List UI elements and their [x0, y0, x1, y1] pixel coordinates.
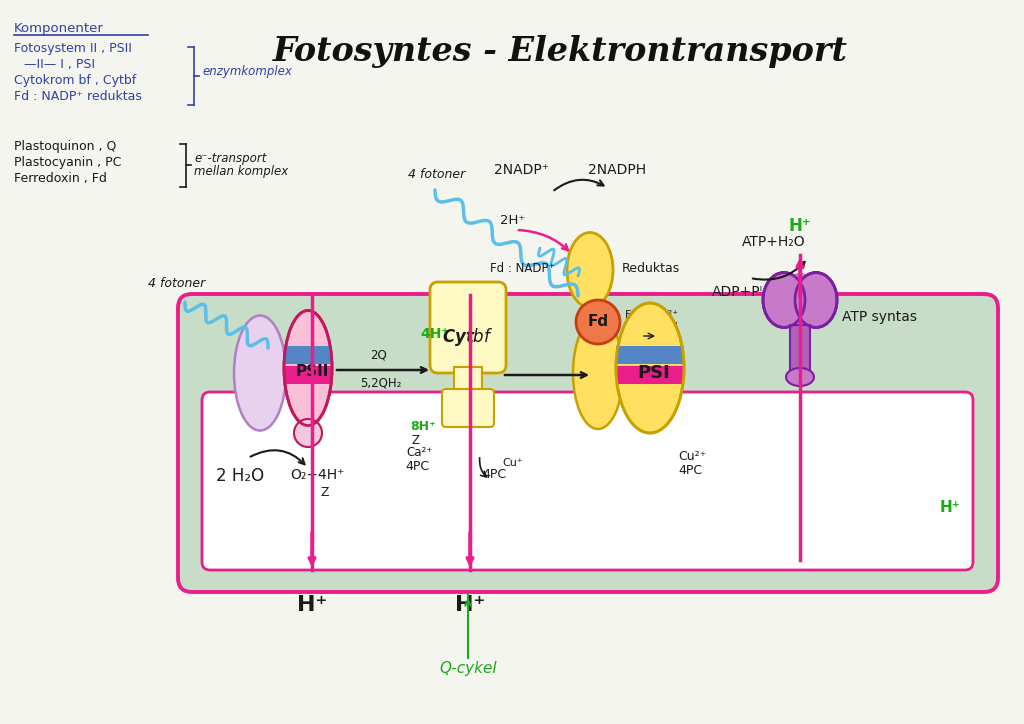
Bar — [616, 346, 684, 364]
Text: e⁻-transport: e⁻-transport — [194, 152, 266, 165]
Text: Cu⁺: Cu⁺ — [502, 458, 522, 468]
Bar — [454, 367, 482, 395]
Text: mellan komplex: mellan komplex — [194, 165, 288, 178]
Text: 4 fotoner: 4 fotoner — [148, 277, 205, 290]
Text: Cu²⁺: Cu²⁺ — [678, 450, 707, 463]
Ellipse shape — [786, 368, 814, 386]
Text: Q-cykel: Q-cykel — [439, 660, 497, 675]
Text: 2NADP⁺: 2NADP⁺ — [494, 163, 549, 177]
Text: 5,2QH₂: 5,2QH₂ — [360, 377, 401, 390]
Text: Komponenter: Komponenter — [14, 22, 103, 35]
Text: 4PC: 4PC — [406, 460, 429, 473]
Text: Cytokrom bf , Cytbf: Cytokrom bf , Cytbf — [14, 74, 136, 87]
Text: 4H⁺: 4H⁺ — [420, 327, 449, 341]
Text: Fotosyntes - Elektrontransport: Fotosyntes - Elektrontransport — [272, 35, 848, 69]
Ellipse shape — [785, 272, 815, 327]
Bar — [284, 346, 332, 364]
Circle shape — [575, 300, 620, 344]
Ellipse shape — [616, 303, 684, 433]
Text: Reduktas: Reduktas — [622, 261, 680, 274]
Text: Plastocyanin , PC: Plastocyanin , PC — [14, 156, 122, 169]
Text: O₂+4H⁺: O₂+4H⁺ — [290, 468, 344, 482]
Text: 8H⁺: 8H⁺ — [410, 419, 435, 432]
Text: H⁺: H⁺ — [455, 595, 485, 615]
FancyBboxPatch shape — [178, 294, 998, 592]
Text: 4Fd: 4Fd — [626, 321, 649, 334]
Bar — [790, 325, 810, 373]
Ellipse shape — [567, 232, 613, 308]
Text: Fe³⁺  Fe²⁺: Fe³⁺ Fe²⁺ — [625, 310, 678, 320]
Text: Fd : NADP⁺ reduktas: Fd : NADP⁺ reduktas — [14, 90, 142, 103]
Bar — [616, 366, 684, 384]
Text: 4PC: 4PC — [678, 463, 702, 476]
Text: Fd : NADP⁺: Fd : NADP⁺ — [490, 261, 555, 274]
Text: Cyt$bf$: Cyt$bf$ — [442, 326, 494, 348]
Text: 4PC: 4PC — [482, 468, 506, 481]
FancyBboxPatch shape — [430, 282, 506, 373]
FancyBboxPatch shape — [202, 392, 973, 570]
Text: 2NADPH: 2NADPH — [588, 163, 646, 177]
Text: Plastoquinon , Q: Plastoquinon , Q — [14, 140, 117, 153]
Text: enzymkomplex: enzymkomplex — [202, 65, 292, 78]
Circle shape — [294, 419, 322, 447]
Ellipse shape — [234, 316, 286, 431]
Text: Fotosystem II , PSII: Fotosystem II , PSII — [14, 42, 132, 55]
Bar — [284, 366, 332, 384]
Text: 2H⁺: 2H⁺ — [500, 214, 525, 227]
Text: 4 fotoner: 4 fotoner — [408, 168, 465, 181]
Text: ATP+H₂O: ATP+H₂O — [742, 235, 806, 249]
Text: ADP+Pᴵ: ADP+Pᴵ — [712, 285, 763, 299]
Text: PSII: PSII — [295, 364, 329, 379]
Text: —II— I , PSI: —II— I , PSI — [24, 58, 95, 71]
Text: Ca²⁺: Ca²⁺ — [406, 445, 432, 458]
Text: 4Fd: 4Fd — [655, 321, 678, 334]
Text: 2 H₂O: 2 H₂O — [216, 467, 264, 485]
Ellipse shape — [573, 317, 623, 429]
Text: ATP syntas: ATP syntas — [842, 310, 918, 324]
Text: H⁺: H⁺ — [297, 595, 327, 615]
Ellipse shape — [795, 272, 837, 327]
Text: Fd: Fd — [588, 314, 608, 329]
Text: Ferredoxin , Fd: Ferredoxin , Fd — [14, 172, 106, 185]
Text: Z: Z — [412, 434, 420, 447]
Text: H⁺: H⁺ — [939, 500, 961, 515]
Text: PSI: PSI — [638, 364, 671, 382]
Text: 2Q: 2Q — [370, 348, 387, 361]
FancyBboxPatch shape — [442, 389, 494, 427]
Text: H⁺: H⁺ — [788, 217, 811, 235]
Ellipse shape — [763, 272, 805, 327]
Text: Z: Z — [321, 486, 330, 499]
Ellipse shape — [284, 311, 332, 426]
